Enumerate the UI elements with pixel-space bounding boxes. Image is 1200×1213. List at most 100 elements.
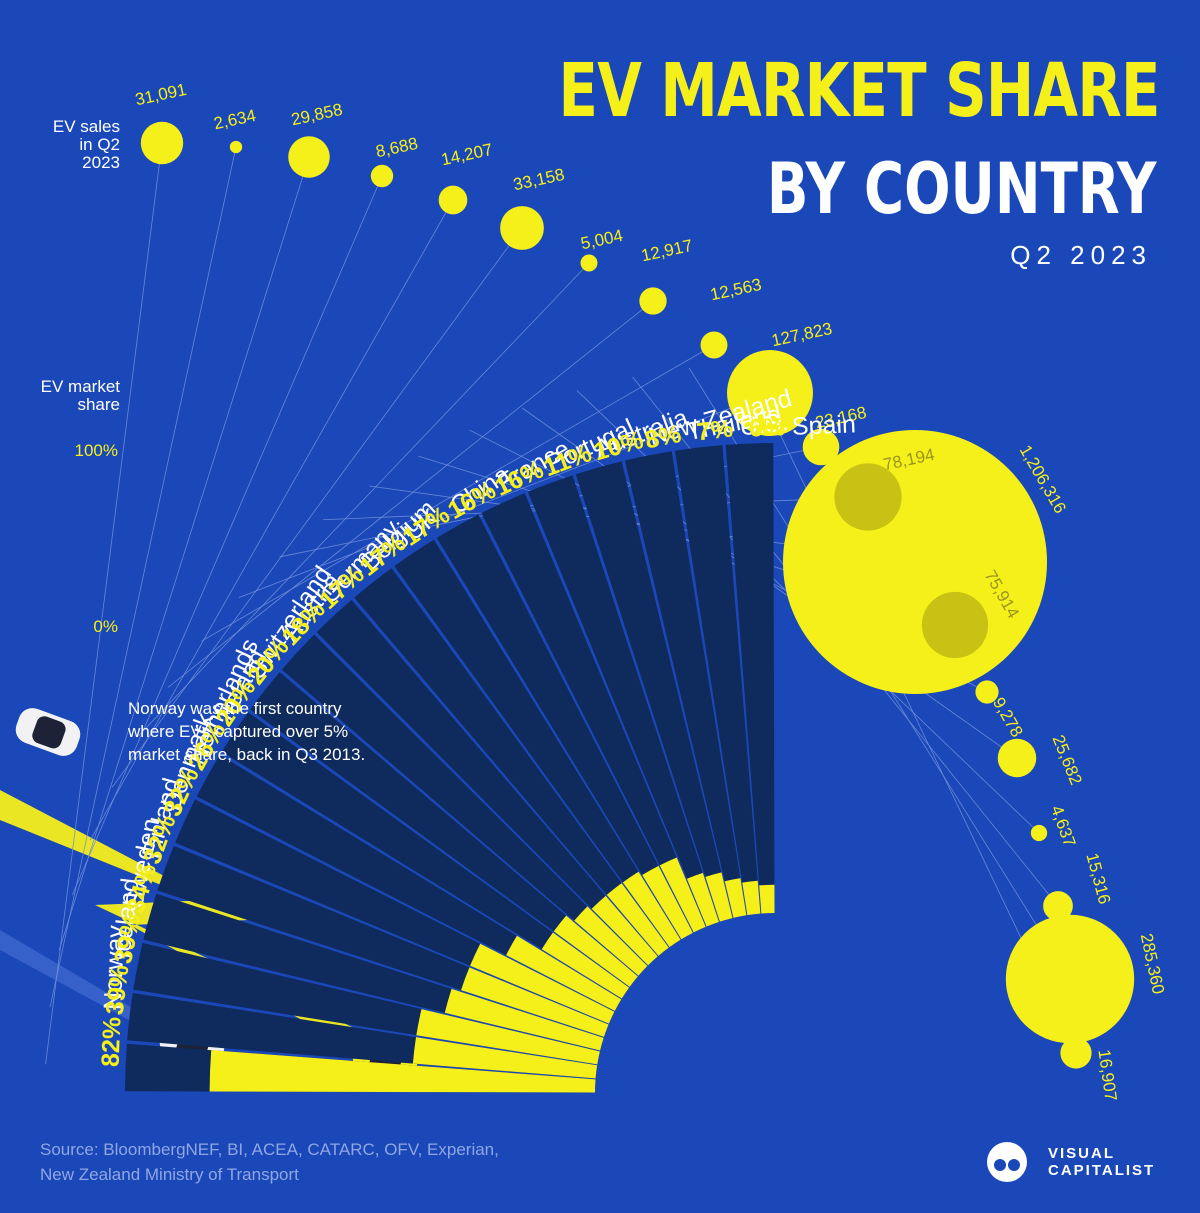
share-track (674, 445, 761, 916)
share-bar (574, 906, 648, 976)
sales-value-label: 25,682 (1049, 732, 1086, 787)
annotation-note: Norway was the first country where EVs c… (128, 699, 366, 764)
sales-bubble (500, 206, 544, 250)
sales-value-label: 285,360 (1137, 932, 1168, 996)
share-bar (591, 895, 658, 966)
sales-bubble (580, 254, 598, 272)
share-bar (444, 988, 604, 1051)
country-label: 7% U.S. (695, 408, 789, 447)
share-track (436, 514, 693, 940)
connector-line (167, 300, 654, 688)
sales-bubble (370, 164, 394, 188)
sales-bubble (1043, 891, 1073, 921)
connector-line (137, 262, 590, 737)
brand-line-2: CAPITALIST (1048, 1162, 1156, 1179)
share-bar (209, 1050, 596, 1093)
connector-line (89, 199, 454, 841)
sales-bubble (802, 428, 840, 466)
sales-bubble (975, 680, 999, 704)
sales-bubble (1030, 824, 1048, 842)
white-car-icon (15, 708, 81, 756)
period-label: Q2 2023 (1010, 240, 1152, 270)
sales-value-label: 33,158 (511, 165, 566, 194)
share-track (316, 599, 658, 966)
share-bar (705, 872, 733, 922)
country-label: 39% Iceland (100, 876, 144, 1016)
share-bar (659, 857, 706, 933)
brand-name: VISUAL CAPITALIST (1048, 1145, 1168, 1179)
sales-bubble (438, 185, 468, 215)
sales-bubbles (140, 121, 1135, 1069)
share-bar (742, 880, 761, 916)
connector-line (49, 146, 237, 1008)
connector-line (201, 344, 715, 642)
sales-bubble (288, 136, 330, 178)
sales-value-label: 31,091 (133, 80, 188, 109)
share-bars (209, 857, 775, 1093)
share-bar (461, 967, 609, 1037)
sales-value-label: 9,278 (989, 694, 1027, 740)
share-bar (724, 878, 747, 918)
connector-line (111, 227, 523, 788)
share-bar (759, 884, 775, 914)
connector-line (72, 175, 383, 896)
share-track (575, 461, 733, 922)
share-bar (541, 932, 630, 999)
share-bar (416, 1009, 600, 1065)
share-track (725, 443, 775, 914)
sales-bubble (700, 331, 728, 359)
sales-bubble (834, 463, 902, 531)
axis-tick-100: 100% (74, 441, 118, 460)
sales-value-label: 4,637 (1047, 803, 1079, 849)
sales-value-label: 29,858 (289, 100, 344, 129)
sales-bubble (140, 121, 184, 165)
share-bar (686, 872, 719, 927)
share-track (527, 475, 719, 927)
sales-bubble (639, 287, 667, 315)
sales-value-label: 2,634 (212, 106, 258, 133)
sales-bubble (1060, 1037, 1092, 1069)
sales-value-label: 12,563 (708, 275, 763, 304)
sales-legend-label: EV sales in Q2 2023 (52, 117, 120, 172)
share-bar (412, 1037, 598, 1079)
share-track (481, 493, 706, 933)
page-subtitle: BY COUNTRY (766, 148, 1156, 230)
sales-value-label: 16,907 (1094, 1048, 1120, 1102)
connector-line (238, 392, 771, 598)
sales-bubble (997, 738, 1037, 778)
share-bar (506, 935, 622, 1011)
brand-line-1: VISUAL (1048, 1145, 1116, 1162)
share-track (250, 672, 638, 987)
share-bar (470, 943, 615, 1024)
share-track (394, 539, 681, 948)
axis-tick-0: 0% (93, 617, 118, 636)
share-bar (606, 883, 669, 956)
sales-value-label: 8,688 (374, 134, 420, 161)
share-track (624, 451, 747, 918)
share-legend-label: EV market share (40, 377, 120, 414)
connector-line (45, 142, 163, 1065)
country-label: 82% Norway (96, 924, 130, 1067)
share-track (281, 634, 648, 976)
sales-value-label: 12,917 (639, 236, 694, 265)
share-track (354, 568, 669, 956)
sales-bubble (1005, 914, 1135, 1044)
sales-bubble (229, 140, 243, 154)
sales-value-label: 14,207 (439, 140, 494, 169)
share-bar (642, 865, 693, 940)
share-bar (622, 871, 681, 948)
sales-bubble (921, 591, 989, 659)
share-bar (553, 915, 638, 987)
connector-line (58, 156, 310, 951)
sales-value-label: 127,823 (770, 319, 834, 350)
country-label: 6% Spain (748, 410, 856, 442)
page-title: EV MARKET SHARE (558, 48, 1161, 134)
visual-capitalist-logo (987, 1142, 1027, 1182)
sales-value-label: 15,316 (1082, 851, 1114, 906)
share-track (221, 712, 630, 999)
sales-bubble (783, 430, 1047, 694)
sales-value-label: 5,004 (579, 226, 625, 253)
source-text: Source: BloombergNEF, BI, ACEA, CATARC, … (40, 1140, 499, 1184)
sales-bubble (727, 350, 813, 436)
